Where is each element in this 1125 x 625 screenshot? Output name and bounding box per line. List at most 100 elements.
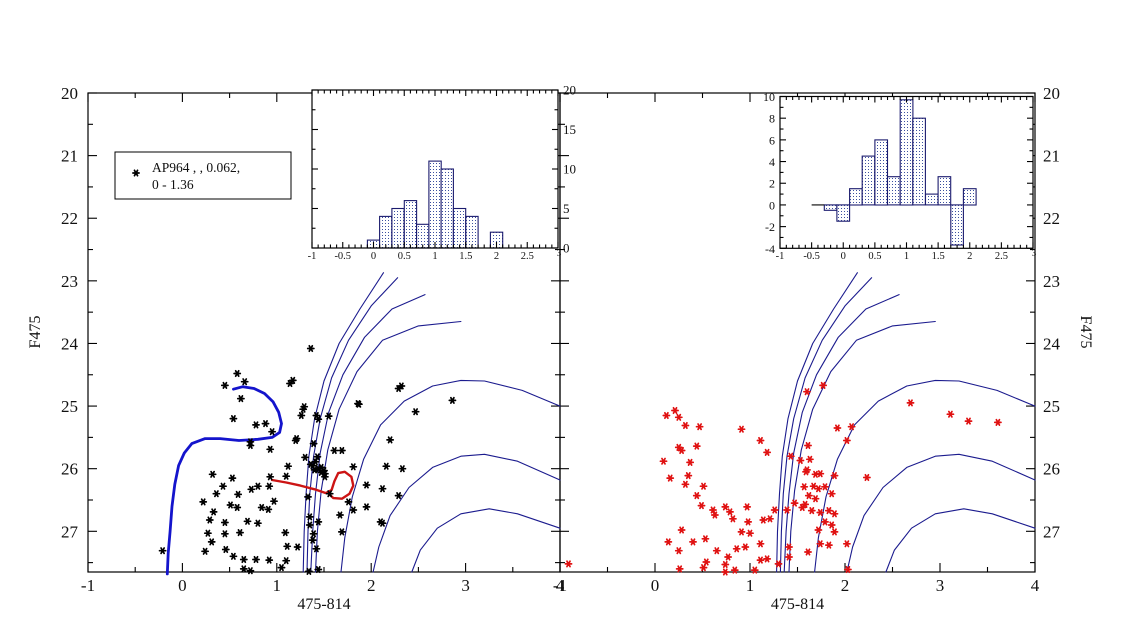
svg-text:24: 24 — [1043, 334, 1061, 353]
data-point — [737, 528, 746, 536]
data-point — [305, 521, 314, 529]
svg-text:10: 10 — [563, 162, 576, 177]
data-point — [253, 482, 262, 490]
data-point — [675, 565, 684, 573]
data-point — [297, 411, 306, 420]
svg-text:23: 23 — [61, 272, 78, 291]
data-point — [382, 462, 391, 470]
data-point — [759, 516, 768, 524]
svg-text:8: 8 — [769, 112, 775, 126]
data-point — [199, 498, 208, 506]
data-point — [712, 547, 721, 555]
svg-text:0.5: 0.5 — [868, 251, 881, 262]
data-point — [306, 344, 315, 353]
svg-text:0: 0 — [769, 198, 775, 212]
svg-text:3: 3 — [461, 576, 470, 595]
data-point — [756, 556, 765, 564]
data-point — [785, 543, 793, 551]
svg-text:20: 20 — [61, 84, 78, 103]
data-point — [362, 503, 371, 511]
left-cmd-isochrones — [302, 272, 561, 573]
hist-bar — [874, 139, 889, 206]
svg-text:3: 3 — [1032, 248, 1037, 258]
svg-text:3: 3 — [557, 248, 562, 258]
svg-text:3: 3 — [936, 576, 945, 595]
hist-bar — [912, 117, 926, 206]
right-inset-hist: -1 -0.5 0 0.5 1 1.5 2 2.5 3 -4 -2 0 2 4 6 8 10 — [763, 90, 1037, 262]
data-point — [763, 555, 772, 563]
data-point — [699, 564, 708, 572]
data-point — [243, 517, 252, 525]
data-point — [699, 482, 708, 490]
svg-text:0: 0 — [178, 576, 187, 595]
svg-text:23: 23 — [1043, 272, 1060, 291]
data-point — [847, 423, 856, 431]
data-point — [662, 411, 671, 420]
data-point — [697, 502, 706, 510]
data-point — [659, 457, 668, 465]
data-point — [681, 421, 690, 430]
data-point — [201, 547, 210, 555]
data-point — [666, 474, 675, 482]
svg-text:1.5: 1.5 — [932, 251, 945, 262]
svg-text:-1: -1 — [776, 251, 785, 262]
legend: AP964 , , 0.062, 0 - 1.36 — [114, 151, 292, 200]
data-point — [804, 548, 812, 556]
data-point — [207, 538, 216, 546]
svg-text:27: 27 — [1043, 522, 1061, 541]
data-point — [221, 545, 230, 554]
data-point — [681, 480, 690, 488]
data-point — [816, 470, 825, 478]
svg-text:15: 15 — [563, 122, 576, 137]
hist-bar — [886, 176, 901, 206]
data-point — [229, 415, 238, 423]
svg-text:1: 1 — [432, 251, 437, 262]
svg-text:4: 4 — [769, 155, 775, 169]
data-point — [721, 503, 730, 511]
data-point — [677, 526, 686, 534]
data-point — [349, 506, 358, 514]
hist-bar — [950, 204, 964, 246]
data-point — [830, 528, 839, 536]
data-point — [744, 518, 753, 526]
hist-bar — [861, 155, 876, 206]
svg-text:27: 27 — [61, 522, 79, 541]
svg-text:-0.5: -0.5 — [334, 251, 351, 262]
hist-bar — [452, 207, 467, 249]
hist-bar — [440, 168, 454, 249]
data-point — [220, 530, 229, 538]
data-point — [362, 481, 371, 489]
data-point — [785, 553, 793, 561]
data-point — [219, 482, 227, 490]
data-point — [830, 510, 839, 518]
svg-text:6: 6 — [769, 133, 775, 147]
data-point — [824, 541, 833, 549]
data-point — [842, 436, 851, 445]
svg-text:1: 1 — [273, 576, 282, 595]
data-point — [282, 557, 291, 565]
data-point — [684, 472, 693, 480]
svg-text:0: 0 — [841, 251, 846, 262]
data-point — [398, 465, 407, 473]
data-point — [805, 455, 814, 463]
svg-text:4: 4 — [1031, 576, 1040, 595]
data-point — [564, 560, 573, 568]
data-point — [763, 448, 772, 456]
svg-text:2: 2 — [967, 251, 972, 262]
data-point — [309, 530, 318, 538]
hist-bar — [849, 188, 863, 206]
data-point — [337, 528, 346, 536]
data-point — [692, 442, 701, 450]
svg-text:26: 26 — [61, 460, 78, 479]
svg-text:2.5: 2.5 — [521, 251, 534, 262]
data-point — [234, 490, 243, 498]
data-point — [265, 482, 274, 490]
svg-text:20: 20 — [563, 83, 576, 98]
data-point — [268, 428, 277, 436]
svg-text:-1: -1 — [81, 576, 95, 595]
data-point — [741, 543, 750, 551]
data-point — [728, 515, 737, 523]
